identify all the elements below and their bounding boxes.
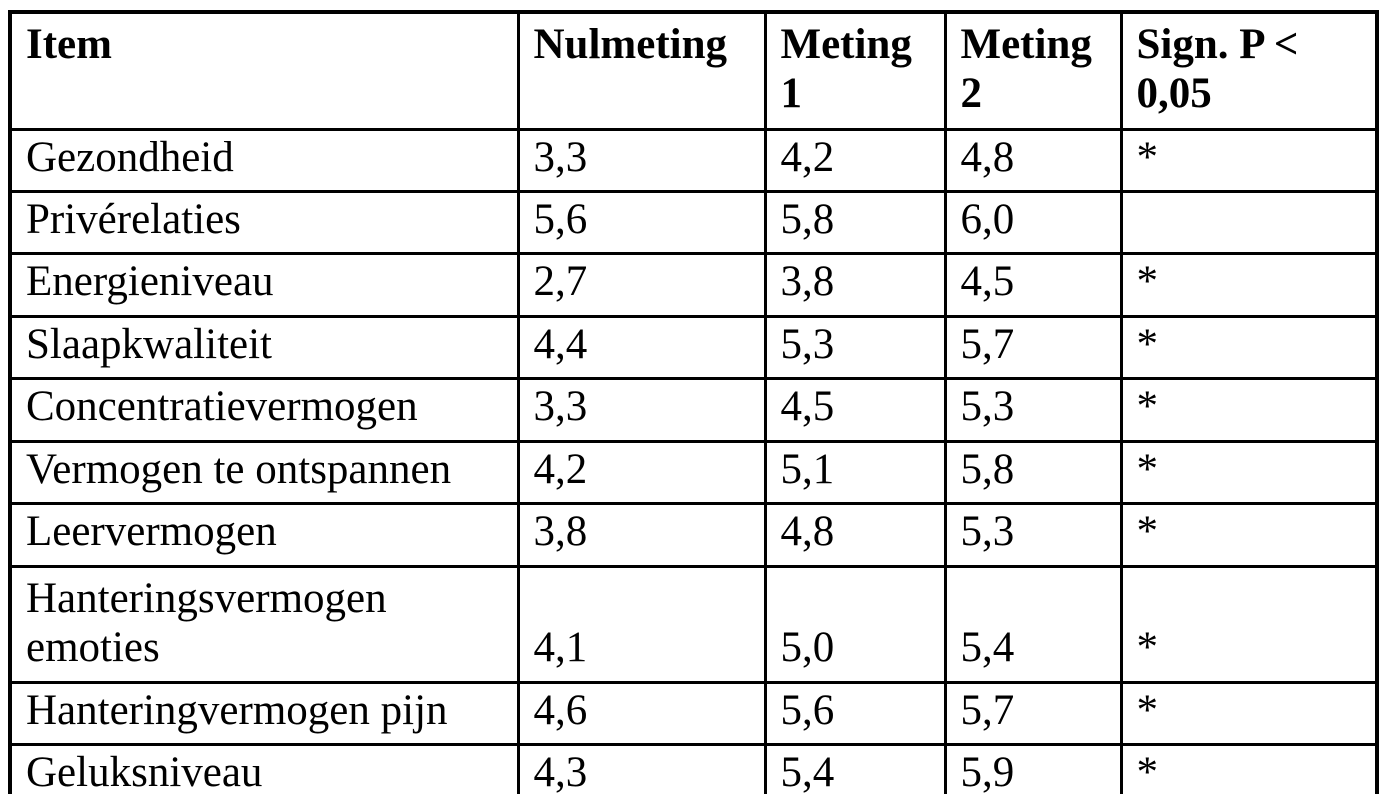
meting-2-cell: 5,4 <box>943 564 1123 684</box>
nulmeting-cell: 3,3 <box>516 127 767 193</box>
item-cell: Gezondheid <box>8 127 520 193</box>
nulmeting-cell: 4,6 <box>516 680 767 747</box>
item-cell: Vermogen te ontspannen <box>8 439 520 506</box>
sign-cell: * <box>1119 127 1379 193</box>
item-cell: Hanteringvermogen pijn <box>8 680 520 747</box>
table-row: Hanteringsvermogen emoties 4,1 5,0 5,4 * <box>8 564 1379 684</box>
meting-1-cell: 4,5 <box>763 377 947 443</box>
nulmeting-cell: 4,4 <box>516 314 767 381</box>
table-row: Hanteringvermogen pijn 4,6 5,6 5,7 * <box>8 680 1379 747</box>
item-cell: Concentratievermogen <box>8 377 520 443</box>
meting-1-cell: 4,8 <box>763 502 947 568</box>
nulmeting-cell: 2,7 <box>516 252 767 318</box>
meting-1-cell: 5,4 <box>763 743 947 794</box>
nulmeting-cell: 4,3 <box>516 743 767 794</box>
sign-cell: * <box>1119 743 1379 794</box>
column-header-nulmeting: Nulmeting <box>516 10 767 131</box>
meting-1-cell: 5,8 <box>763 189 947 256</box>
column-header-item: Item <box>8 10 520 131</box>
meting-2-cell: 6,0 <box>943 189 1123 256</box>
table-row: Vermogen te ontspannen 4,2 5,1 5,8 * <box>8 439 1379 506</box>
sign-cell: * <box>1119 439 1379 506</box>
sign-cell <box>1119 189 1379 256</box>
table-row: Slaapkwaliteit 4,4 5,3 5,7 * <box>8 314 1379 381</box>
column-header-meting-2: Meting 2 <box>943 10 1123 131</box>
table-body: Gezondheid 3,3 4,2 4,8 * Privérelaties 5,6 5,8 6… <box>8 127 1379 794</box>
meting-2-cell: 4,5 <box>943 252 1123 318</box>
sign-cell: * <box>1119 502 1379 568</box>
table-row: Privérelaties 5,6 5,8 6,0 <box>8 189 1379 256</box>
item-cell: Energieniveau <box>8 252 520 318</box>
table-row: Leervermogen 3,8 4,8 5,3 * <box>8 502 1379 568</box>
item-cell: Geluksniveau <box>8 743 520 794</box>
column-header-meting-1: Meting 1 <box>763 10 947 131</box>
column-header-sign-p: Sign. P < 0,05 <box>1119 10 1379 131</box>
table-row: Geluksniveau 4,3 5,4 5,9 * <box>8 743 1379 794</box>
meting-1-cell: 3,8 <box>763 252 947 318</box>
meting-1-cell: 5,0 <box>763 564 947 684</box>
meting-2-cell: 4,8 <box>943 127 1123 193</box>
table-row: Gezondheid 3,3 4,2 4,8 * <box>8 127 1379 193</box>
sign-cell: * <box>1119 252 1379 318</box>
nulmeting-cell: 4,2 <box>516 439 767 506</box>
meting-2-cell: 5,9 <box>943 743 1123 794</box>
meting-1-cell: 5,6 <box>763 680 947 747</box>
sign-cell: * <box>1119 314 1379 381</box>
sign-cell: * <box>1119 564 1379 684</box>
header-row: Item Nulmeting Meting 1 Meting 2 Sign. P… <box>8 10 1379 131</box>
meting-1-cell: 5,1 <box>763 439 947 506</box>
nulmeting-cell: 4,1 <box>516 564 767 684</box>
table-header: Item Nulmeting Meting 1 Meting 2 Sign. P… <box>8 10 1379 131</box>
item-cell: Leervermogen <box>8 502 520 568</box>
meting-1-cell: 5,3 <box>763 314 947 381</box>
item-cell: Privérelaties <box>8 189 520 256</box>
nulmeting-cell: 3,3 <box>516 377 767 443</box>
table-row: Energieniveau 2,7 3,8 4,5 * <box>8 252 1379 318</box>
meting-2-cell: 5,8 <box>943 439 1123 506</box>
nulmeting-cell: 3,8 <box>516 502 767 568</box>
meting-2-cell: 5,7 <box>943 314 1123 381</box>
nulmeting-cell: 5,6 <box>516 189 767 256</box>
meting-2-cell: 5,3 <box>943 502 1123 568</box>
meting-2-cell: 5,7 <box>943 680 1123 747</box>
meting-1-cell: 4,2 <box>763 127 947 193</box>
sign-cell: * <box>1119 680 1379 747</box>
results-table: Item Nulmeting Meting 1 Meting 2 Sign. P… <box>8 10 1379 794</box>
item-cell: Slaapkwaliteit <box>8 314 520 381</box>
meting-2-cell: 5,3 <box>943 377 1123 443</box>
table-row: Concentratievermogen 3,3 4,5 5,3 * <box>8 377 1379 443</box>
item-cell: Hanteringsvermogen emoties <box>8 564 520 684</box>
sign-cell: * <box>1119 377 1379 443</box>
